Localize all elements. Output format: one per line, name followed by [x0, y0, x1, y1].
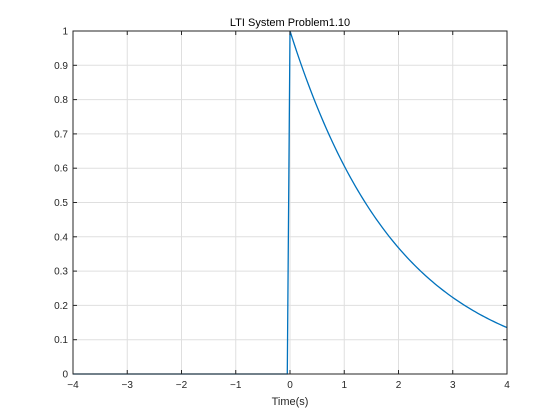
x-tick-label: 0: [287, 380, 293, 391]
y-tick-label: 0.4: [54, 232, 68, 243]
x-tick-label: −4: [67, 380, 79, 391]
series-group: [73, 30, 508, 375]
x-tick-label: 1: [341, 380, 347, 391]
x-tick-label: 3: [450, 380, 456, 391]
y-tick-label: 0.5: [54, 198, 68, 209]
x-tick-label: −3: [122, 380, 134, 391]
y-tick-label: 0.7: [54, 129, 68, 140]
x-tick-label: −2: [176, 380, 188, 391]
y-tick-label: 1: [62, 27, 68, 38]
y-tick-label: 0: [62, 370, 68, 381]
y-tick-label: 0.8: [54, 95, 68, 106]
y-axis: 0 0.1 0.2 0.3 0.4 0.5 0.6 0.7 0.8 0.9 1: [54, 27, 507, 381]
x-tick-label: −1: [230, 380, 242, 391]
x-tick-label: 4: [504, 380, 510, 391]
y-tick-label: 0.6: [54, 164, 68, 175]
x-tick-label: 2: [396, 380, 402, 391]
y-tick-label: 0.2: [54, 301, 68, 312]
x-axis: −4 −3 −2 −1 0 1 2 3 4: [67, 31, 510, 391]
x-axis-label: Time(s): [272, 396, 309, 408]
y-tick-label: 0.9: [54, 61, 68, 72]
series-line: [73, 30, 508, 375]
y-tick-label: 0.1: [54, 335, 68, 346]
y-tick-label: 0.3: [54, 267, 68, 278]
chart-title: LTI System Problem1.10: [230, 17, 350, 29]
